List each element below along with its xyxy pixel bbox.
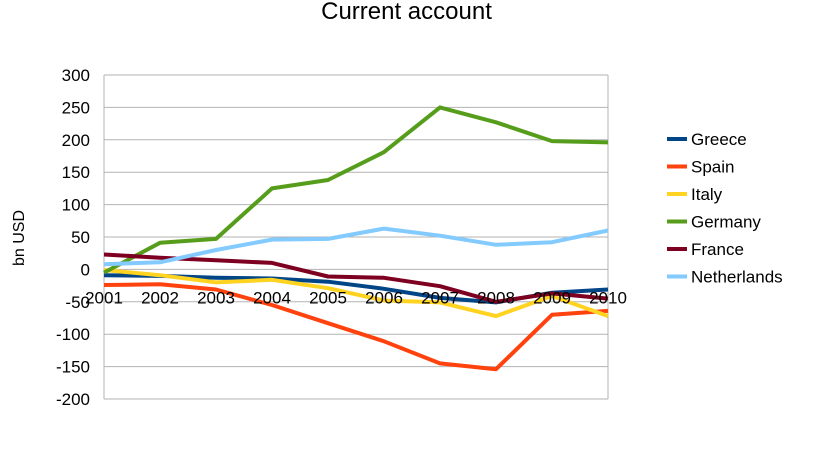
x-tick-label: 2009 <box>533 288 571 307</box>
x-tick-label: 2008 <box>477 288 515 307</box>
x-tick-label: 2005 <box>309 288 347 307</box>
y-tick-label: 100 <box>62 196 90 215</box>
y-tick-label: 200 <box>62 131 90 150</box>
y-tick-label: -150 <box>56 358 90 377</box>
x-tick-label: 2001 <box>85 288 123 307</box>
y-axis-title: bn USD <box>11 210 28 266</box>
legend: Greece Spain Italy Germany France Netherlands <box>667 130 783 287</box>
series-line-spain <box>103 282 609 372</box>
x-tick-label: 2004 <box>253 288 291 307</box>
y-tick-label: 250 <box>62 98 90 117</box>
x-tick-label: 2006 <box>365 288 403 307</box>
gridlines <box>103 74 609 400</box>
series-lines <box>103 105 609 372</box>
y-tick-label: -100 <box>56 325 90 344</box>
x-tick-label: 2007 <box>421 288 459 307</box>
x-tick-label: 2002 <box>141 288 179 307</box>
chart-title: Current account <box>321 0 492 25</box>
series-line-france <box>103 252 609 304</box>
legend-label-italy: Italy <box>691 185 723 204</box>
y-tick-label: 0 <box>81 260 90 279</box>
legend-label-greece: Greece <box>691 130 747 149</box>
legend-label-spain: Spain <box>691 158 734 177</box>
y-tick-label: 150 <box>62 163 90 182</box>
legend-label-netherlands: Netherlands <box>691 268 783 287</box>
y-axis-ticks: 300 250 200 150 100 50 0 -50 -100 -150 -200 <box>56 66 90 409</box>
x-tick-label: 2010 <box>589 288 627 307</box>
x-axis-ticks: 2001 2002 2003 2004 2005 2006 2007 2008 2009 2010 <box>85 288 627 307</box>
x-tick-label: 2003 <box>197 288 235 307</box>
y-tick-label: 50 <box>71 228 90 247</box>
y-tick-label: 300 <box>62 66 90 85</box>
legend-label-france: France <box>691 240 744 259</box>
y-tick-label: -50 <box>65 293 90 312</box>
series-line-italy <box>103 268 609 319</box>
series-line-germany <box>103 105 609 275</box>
legend-label-germany: Germany <box>691 213 761 232</box>
series-line-netherlands <box>103 226 609 267</box>
y-tick-label: -200 <box>56 390 90 409</box>
